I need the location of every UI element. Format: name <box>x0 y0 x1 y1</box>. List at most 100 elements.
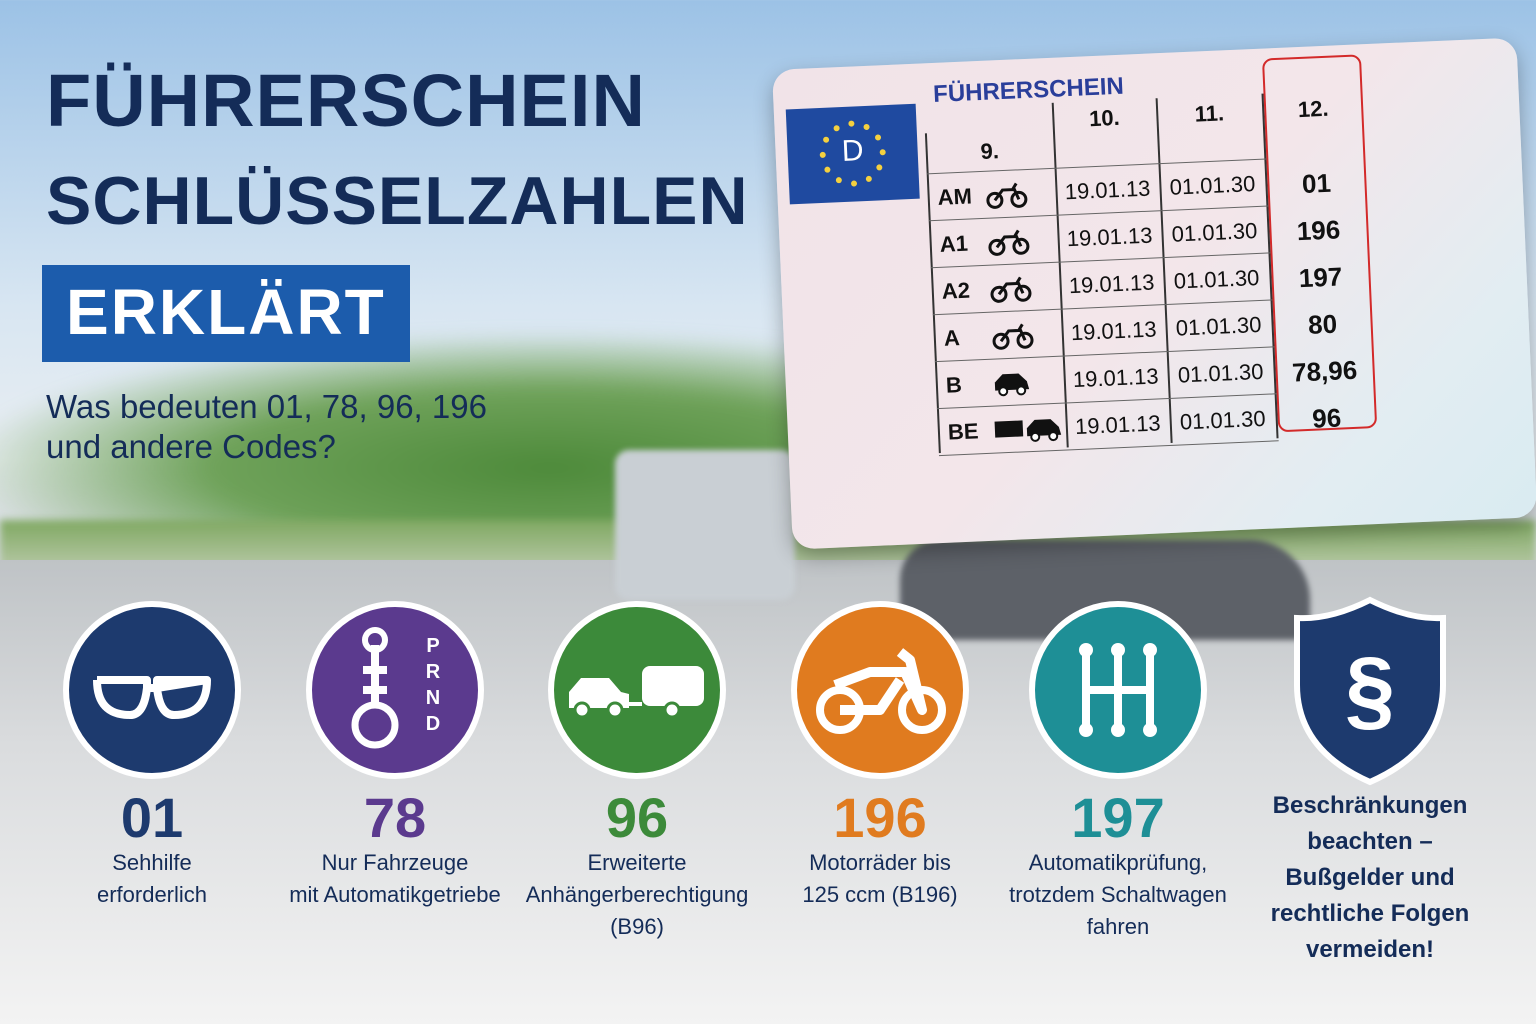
table-vline <box>924 133 941 454</box>
date: 01.01.30 <box>1179 405 1267 435</box>
date: 19.01.13 <box>1070 316 1158 346</box>
wheel <box>988 238 1006 256</box>
frame <box>997 276 1025 296</box>
wheel <box>990 285 1008 303</box>
icon-glyph <box>816 648 946 734</box>
star <box>876 164 883 171</box>
code-number: 197 <box>1071 786 1165 849</box>
restriction-code: 01 <box>1301 167 1332 199</box>
column-header: 11. <box>1194 100 1225 127</box>
table-hline <box>938 440 1279 457</box>
date: 19.01.13 <box>1066 222 1153 252</box>
code-icon <box>791 601 969 779</box>
frame <box>999 323 1027 343</box>
frame <box>993 182 1021 202</box>
knob <box>1143 723 1157 737</box>
background-caravan <box>615 450 795 600</box>
note-line: Bußgelder und <box>1285 864 1455 891</box>
date: 19.01.13 <box>1072 363 1160 393</box>
gear-letter: P <box>426 635 439 657</box>
license-class: A1 <box>939 230 969 257</box>
wheel <box>1016 385 1027 396</box>
shield <box>1294 596 1446 786</box>
star <box>835 177 842 184</box>
code-description: Nur Fahrzeuge <box>321 850 469 875</box>
restriction-code: 197 <box>1298 261 1343 294</box>
wheel <box>992 332 1010 350</box>
code-number: 96 <box>605 786 669 849</box>
icon-glyph <box>1079 643 1157 737</box>
caravan <box>642 666 704 706</box>
vehicle-icon <box>992 323 1034 350</box>
title-line: SCHLÜSSELZAHLEN <box>46 163 749 239</box>
code-description: Motorräder bis <box>809 850 951 875</box>
wheel <box>606 701 624 719</box>
restriction-code: 78,96 <box>1291 354 1358 388</box>
star <box>879 149 886 156</box>
date: 01.01.30 <box>1177 358 1264 388</box>
icon-circle <box>548 601 726 779</box>
star <box>875 134 882 141</box>
card-title: FÜHRERSCHEIN <box>932 72 1125 108</box>
knob <box>1111 723 1125 737</box>
star <box>848 120 855 127</box>
note-line: vermeiden! <box>1305 936 1435 963</box>
license-class: A2 <box>941 277 971 304</box>
badge: ERKLÄRT <box>42 265 410 362</box>
subtitle-line: und andere Codes? <box>46 428 336 465</box>
restriction-code: 196 <box>1296 214 1341 247</box>
code-description: fahren <box>1086 914 1150 939</box>
note-line: beachten – <box>1307 828 1433 855</box>
shift-pattern <box>1082 646 1154 734</box>
note-line: rechtliche Folgen <box>1270 900 1470 927</box>
country-code: D <box>841 134 865 169</box>
lever-top <box>362 627 388 653</box>
code-number: 78 <box>363 786 427 849</box>
wheel <box>1010 190 1028 208</box>
star <box>824 166 831 173</box>
star <box>851 180 858 187</box>
note-line: Beschränkungen <box>1272 792 1468 819</box>
code-description: Erweiterte <box>587 850 687 875</box>
knob <box>1143 643 1157 657</box>
vehicle-icon <box>994 373 1030 397</box>
glasses <box>93 676 211 719</box>
bike-body <box>833 648 927 715</box>
vehicle-icon <box>994 419 1062 442</box>
knob <box>1079 723 1093 737</box>
subtitle-line: Was bedeuten 01, 78, 96, 196 <box>46 388 487 425</box>
eu-flag: D <box>785 103 920 205</box>
code-description: Sehhilfe <box>112 850 192 875</box>
date: 01.01.30 <box>1175 311 1262 341</box>
car <box>569 678 629 708</box>
star <box>819 151 826 158</box>
column-header: 10. <box>1088 104 1121 132</box>
restriction-code: 80 <box>1307 308 1338 340</box>
license-class: A <box>943 325 961 351</box>
wheel <box>1014 284 1032 302</box>
code-description: trotzdem Schaltwagen <box>1009 882 1227 907</box>
gear-letter: D <box>426 713 440 735</box>
code-description: 125 ccm (B196) <box>802 882 958 907</box>
title-line: FÜHRERSCHEIN <box>46 59 646 142</box>
license-class: BE <box>947 418 980 445</box>
gear-letter: R <box>426 661 441 683</box>
code-number: 01 <box>120 786 184 849</box>
wheel <box>573 701 591 719</box>
restriction-code: 96 <box>1311 402 1342 434</box>
icon-glyph <box>93 676 211 719</box>
date: 01.01.30 <box>1173 264 1260 294</box>
code-icon <box>63 601 241 779</box>
date: 19.01.13 <box>1064 175 1151 205</box>
star <box>833 125 840 132</box>
code-description: mit Automatikgetriebe <box>289 882 501 907</box>
icon-glyph <box>569 666 704 719</box>
date: 01.01.30 <box>1169 171 1256 200</box>
wheel <box>986 191 1004 209</box>
eu-stars <box>819 120 886 187</box>
code-description: Anhängerberechtigung <box>525 882 749 907</box>
vehicle-icon <box>990 276 1032 303</box>
star <box>863 123 870 130</box>
gear-letter: N <box>426 687 440 709</box>
